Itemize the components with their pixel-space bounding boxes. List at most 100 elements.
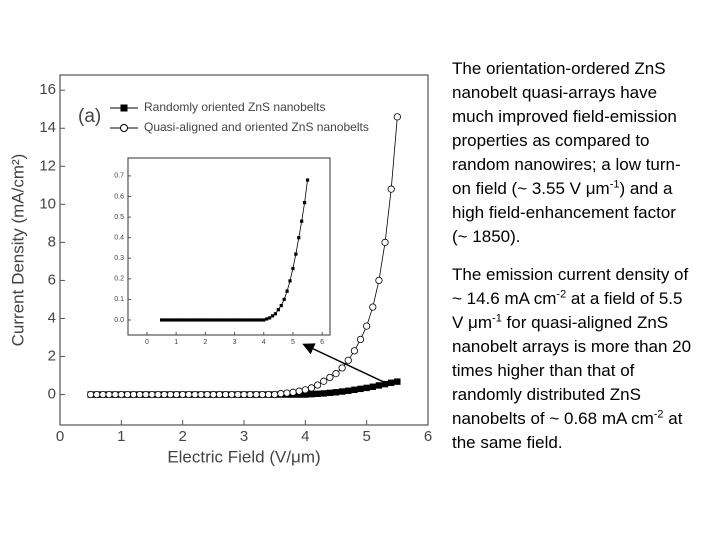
- x-tick-label: 6: [424, 428, 432, 445]
- y-tick-label: 0.7: [114, 173, 124, 180]
- y-tick-label: 8: [48, 233, 56, 250]
- marker: [215, 390, 224, 399]
- marker: [232, 318, 237, 322]
- marker: [314, 390, 321, 398]
- superscript: -1: [492, 312, 502, 325]
- y-tick-label: 0.6: [114, 193, 124, 200]
- marker: [273, 312, 278, 316]
- marker: [252, 390, 260, 399]
- x-tick-label: 4: [262, 339, 266, 346]
- marker: [247, 318, 251, 322]
- marker: [180, 318, 184, 322]
- superscript: -2: [653, 408, 664, 421]
- marker: [357, 385, 364, 393]
- paragraph: The orientation-ordered ZnS nanobelt qua…: [452, 57, 692, 249]
- marker: [105, 390, 113, 399]
- marker: [111, 390, 119, 399]
- marker: [130, 390, 138, 399]
- marker: [215, 318, 219, 322]
- marker: [285, 289, 289, 293]
- marker: [262, 318, 266, 322]
- marker: [162, 318, 167, 322]
- marker: [206, 318, 210, 322]
- marker: [305, 178, 310, 182]
- superscript: -2: [556, 288, 567, 301]
- marker: [363, 322, 371, 330]
- marker: [381, 238, 389, 246]
- y-axis-title: Current Density (mA/cm²): [8, 154, 27, 347]
- y-tick-label: 14: [39, 119, 56, 136]
- marker: [264, 390, 273, 399]
- legend-label: Quasi-aligned and oriented ZnS nanobelts: [144, 120, 369, 134]
- marker: [302, 391, 309, 398]
- marker: [277, 390, 285, 398]
- marker: [375, 276, 383, 285]
- x-tick-label: 3: [240, 428, 248, 445]
- marker: [301, 386, 309, 394]
- marker: [194, 318, 199, 322]
- marker: [332, 389, 340, 396]
- marker: [209, 318, 213, 322]
- marker: [276, 308, 280, 312]
- marker: [212, 318, 216, 322]
- marker: [295, 387, 303, 395]
- marker: [320, 377, 328, 385]
- marker: [154, 390, 162, 399]
- marker: [160, 390, 168, 399]
- x-tick-label: 1: [174, 339, 178, 346]
- marker: [227, 318, 231, 322]
- y-tick-label: 0.4: [114, 234, 124, 241]
- paragraph: The emission current density of ~ 14.6 m…: [452, 263, 692, 455]
- y-tick-label: 0.0: [114, 317, 124, 324]
- marker: [351, 386, 358, 394]
- marker: [294, 252, 298, 256]
- x-tick-label: 5: [362, 428, 370, 445]
- marker: [159, 318, 164, 322]
- marker: [179, 390, 187, 399]
- marker: [326, 373, 334, 382]
- text-block: The orientation-ordered ZnS nanobelt qua…: [452, 57, 692, 469]
- marker: [308, 390, 315, 398]
- marker: [222, 390, 230, 399]
- x-tick-label: 1: [117, 428, 125, 445]
- marker: [171, 318, 175, 322]
- y-tick-label: 0.2: [114, 276, 124, 283]
- marker: [253, 318, 257, 322]
- marker: [117, 390, 125, 399]
- marker: [381, 380, 389, 388]
- marker: [203, 318, 207, 322]
- marker: [289, 388, 297, 396]
- marker: [200, 318, 205, 322]
- text-run: ) and a high field-enhancement factor (~…: [452, 179, 676, 246]
- marker: [185, 390, 193, 399]
- x-tick-label: 0: [56, 428, 64, 445]
- marker: [387, 185, 395, 193]
- marker: [250, 318, 254, 322]
- panel-label: (a): [78, 106, 101, 127]
- marker: [270, 314, 275, 318]
- marker: [197, 390, 205, 399]
- marker: [191, 390, 199, 399]
- x-tick-label: 6: [320, 339, 324, 346]
- x-tick-label: 2: [203, 339, 207, 346]
- marker: [244, 318, 248, 322]
- y-tick-label: 10: [39, 195, 56, 212]
- marker: [142, 390, 150, 399]
- marker: [288, 279, 292, 283]
- marker: [228, 390, 236, 399]
- marker: [246, 390, 254, 399]
- marker: [256, 318, 260, 322]
- text-run: at a field of 5.5 V μm: [452, 289, 683, 332]
- marker: [224, 318, 228, 322]
- marker: [172, 390, 181, 399]
- marker: [345, 387, 352, 394]
- marker: [267, 316, 272, 320]
- legend-label: Randomly oriented ZnS nanobelts: [144, 100, 325, 114]
- marker: [168, 318, 172, 322]
- text-run: The emission current density of ~ 14.6 m…: [452, 265, 689, 308]
- marker: [123, 390, 132, 399]
- marker: [166, 390, 174, 399]
- marker: [189, 318, 193, 322]
- marker: [297, 236, 301, 240]
